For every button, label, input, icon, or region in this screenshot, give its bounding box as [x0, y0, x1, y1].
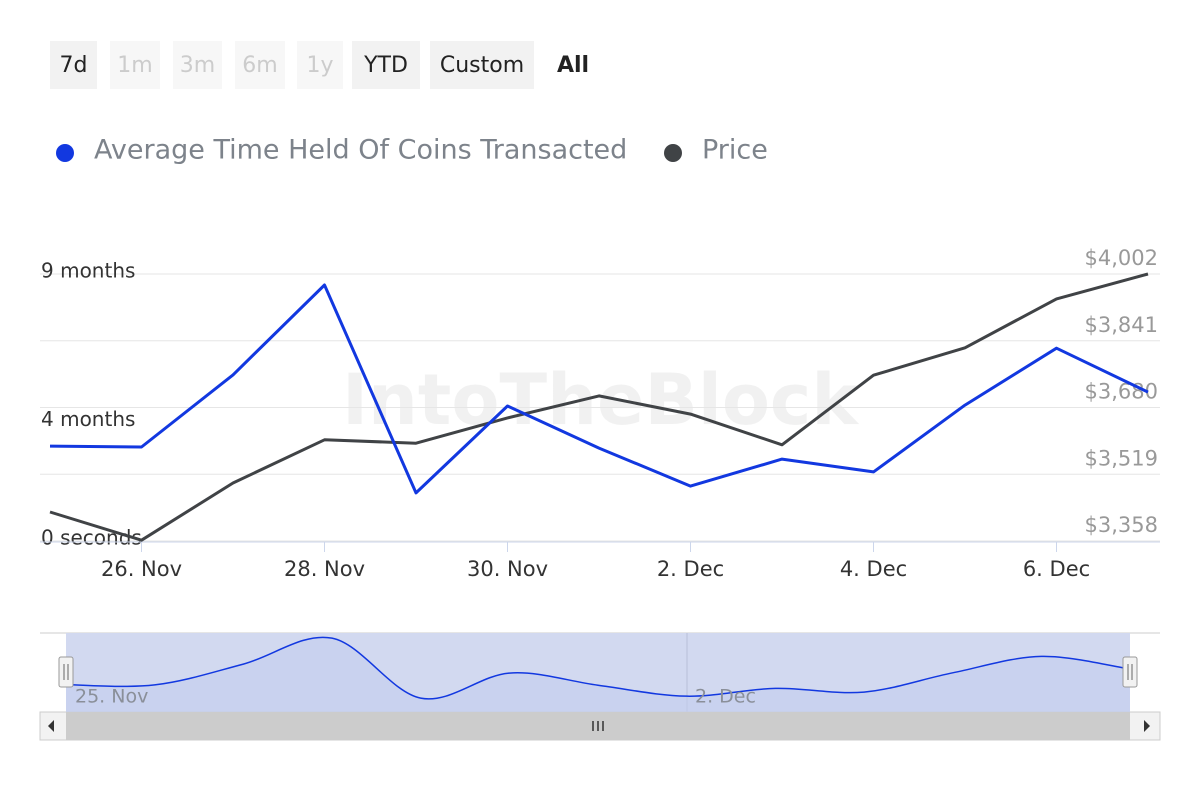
y2-tick-label: $4,002 — [1085, 246, 1158, 270]
x-tick-label: 30. Nov — [467, 557, 548, 581]
range-button-label[interactable]: 1m — [117, 53, 152, 78]
y2-tick-label: $3,358 — [1085, 513, 1158, 537]
range-button[interactable] — [430, 41, 534, 89]
range-button[interactable] — [50, 41, 97, 89]
navigator-handle[interactable] — [58, 656, 74, 688]
x-tick-label: 28. Nov — [284, 557, 365, 581]
range-button[interactable] — [297, 41, 343, 89]
series-line — [49, 283, 1149, 495]
range-button[interactable] — [235, 41, 285, 89]
range-button-label[interactable]: 1y — [306, 53, 333, 78]
watermark: IntoTheBlock — [342, 359, 859, 441]
range-button-label[interactable]: YTD — [363, 53, 408, 78]
scroll-left-arrow[interactable] — [48, 720, 54, 732]
x-tick-label: 4. Dec — [840, 557, 907, 581]
navigator-handle[interactable] — [1122, 656, 1138, 688]
range-button-label[interactable]: 6m — [242, 53, 277, 78]
legend-marker[interactable] — [664, 144, 682, 162]
y2-tick-label: $3,519 — [1085, 446, 1158, 470]
range-button[interactable] — [110, 41, 160, 89]
range-button-label[interactable]: All — [557, 53, 589, 78]
range-button[interactable] — [352, 41, 420, 89]
x-tick-label: 6. Dec — [1023, 557, 1090, 581]
x-tick-label: 2. Dec — [657, 557, 724, 581]
y-tick-label: 4 months — [41, 407, 135, 431]
navigator-area — [66, 637, 1130, 712]
x-tick-label: 26. Nov — [101, 557, 182, 581]
range-button[interactable] — [173, 41, 222, 89]
range-button-label[interactable]: 3m — [180, 53, 215, 78]
y-tick-label: 9 months — [41, 259, 135, 283]
scroll-grip — [592, 721, 604, 731]
navigator-label: 25. Nov — [75, 686, 148, 708]
y-tick-label: 0 seconds — [41, 526, 142, 550]
y2-tick-label: $3,841 — [1085, 313, 1158, 337]
scroll-right-arrow[interactable] — [1144, 720, 1150, 732]
range-button-label[interactable]: Custom — [440, 53, 524, 78]
legend-label[interactable]: Price — [702, 135, 768, 166]
navigator-label: 2. Dec — [695, 686, 756, 708]
navigator-line — [65, 636, 1131, 700]
series-line — [49, 272, 1149, 542]
legend-marker[interactable] — [56, 144, 74, 162]
range-button-label[interactable]: 7d — [60, 53, 88, 78]
legend-label[interactable]: Average Time Held Of Coins Transacted — [94, 135, 627, 166]
